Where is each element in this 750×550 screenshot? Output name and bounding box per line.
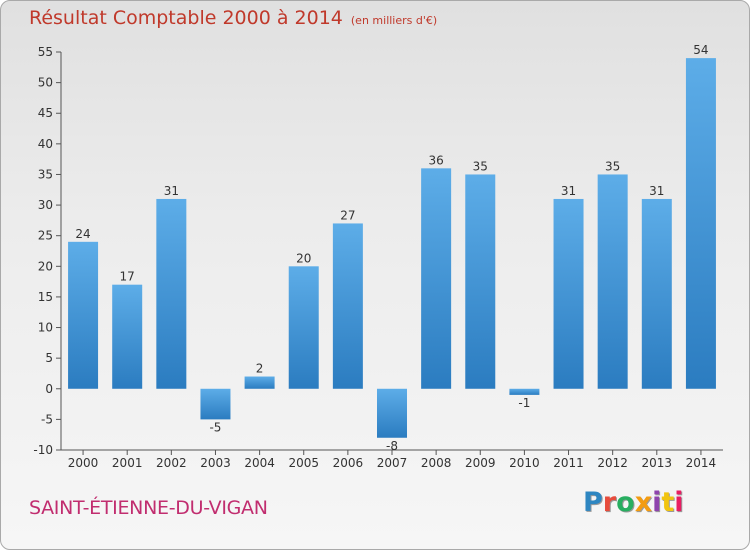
bar-2007 xyxy=(377,388,407,438)
data-label-2005: 20 xyxy=(296,251,311,265)
bar-2010 xyxy=(509,388,540,395)
data-label-2001: 17 xyxy=(120,270,135,284)
bar-2008 xyxy=(421,168,452,389)
y-tick-label: 25 xyxy=(38,229,53,243)
bar-2014 xyxy=(685,58,716,389)
chart-title-text: Résultat Comptable 2000 à 2014 xyxy=(29,7,343,29)
commune-name: SAINT-ÉTIENNE-DU-VIGAN xyxy=(29,497,268,519)
x-tick-label: 2011 xyxy=(553,456,584,470)
y-tick-label: 50 xyxy=(38,76,53,90)
x-tick-label: 2008 xyxy=(421,456,452,470)
data-labels: 24 17 31 -5 2 20 27 -8 36 35 -1 31 35 31 54 xyxy=(75,43,708,453)
x-tick-label: 2014 xyxy=(686,456,717,470)
proxiti-logo[interactable]: Proxiti xyxy=(583,487,684,518)
bar-2012 xyxy=(597,174,628,389)
data-label-2014: 54 xyxy=(693,43,708,57)
bar-2013 xyxy=(641,198,672,389)
data-label-2003: -5 xyxy=(209,420,221,434)
x-tick-label: 2000 xyxy=(68,456,99,470)
y-tick-label: 30 xyxy=(38,198,53,212)
x-tick-label: 2005 xyxy=(288,456,319,470)
data-label-2007: -8 xyxy=(386,439,398,453)
bar-2001 xyxy=(112,284,143,389)
y-axis: -10 -5 0 5 10 15 20 25 30 35 40 45 50 55 xyxy=(33,45,62,457)
x-tick-label: 2001 xyxy=(112,456,143,470)
logo-letter: x xyxy=(634,487,653,518)
y-tick-label: 5 xyxy=(45,351,53,365)
data-label-2000: 24 xyxy=(75,227,90,241)
bar-2004 xyxy=(244,376,275,389)
logo-letter: P xyxy=(583,487,603,518)
data-label-2012: 35 xyxy=(605,159,620,173)
y-tick-label: 35 xyxy=(38,167,53,181)
bar-2011 xyxy=(553,198,584,389)
x-tick-label: 2002 xyxy=(156,456,187,470)
bar-2006 xyxy=(332,223,363,389)
x-tick-label: 2013 xyxy=(642,456,673,470)
x-tick-label: 2007 xyxy=(377,456,408,470)
y-tick-label: -5 xyxy=(41,412,53,426)
y-tick-label: 55 xyxy=(38,45,53,59)
chart-unit: (en milliers d'€) xyxy=(350,14,438,27)
data-label-2002: 31 xyxy=(164,184,179,198)
x-tick-label: 2003 xyxy=(200,456,231,470)
x-tick-label: 2006 xyxy=(333,456,364,470)
y-tick-label: 0 xyxy=(45,382,53,396)
bar-2000 xyxy=(68,241,99,389)
bar-2002 xyxy=(156,198,187,389)
logo-letter: r xyxy=(602,487,617,518)
bar-2005 xyxy=(288,266,319,389)
x-tick-label: 2009 xyxy=(465,456,496,470)
x-axis: 2000 2001 2002 2003 2004 2005 2006 2007 2008 2009… xyxy=(61,449,723,470)
y-tick-label: -10 xyxy=(33,443,53,457)
y-tick-label: 45 xyxy=(38,106,53,120)
data-label-2010: -1 xyxy=(518,396,530,410)
bar-2003 xyxy=(200,388,231,420)
bars xyxy=(68,58,716,438)
data-label-2009: 35 xyxy=(473,159,488,173)
y-tick-label: 20 xyxy=(38,259,53,273)
x-tick-label: 2012 xyxy=(597,456,628,470)
bar-2009 xyxy=(465,174,496,389)
y-tick-label: 15 xyxy=(38,290,53,304)
data-label-2011: 31 xyxy=(561,184,576,198)
data-label-2008: 36 xyxy=(428,153,443,167)
y-tick-label: 40 xyxy=(38,137,53,151)
x-tick-label: 2004 xyxy=(244,456,275,470)
data-label-2004: 2 xyxy=(256,362,264,376)
y-tick-label: 10 xyxy=(38,321,53,335)
logo-letter: o xyxy=(616,487,635,518)
logo-letter: t xyxy=(661,487,675,518)
data-label-2013: 31 xyxy=(649,184,664,198)
logo-letter: i xyxy=(674,487,684,518)
data-label-2006: 27 xyxy=(340,208,355,222)
logo-letter: i xyxy=(652,487,662,518)
x-tick-label: 2010 xyxy=(509,456,540,470)
chart-title: Résultat Comptable 2000 à 2014 (en millie… xyxy=(29,7,437,29)
